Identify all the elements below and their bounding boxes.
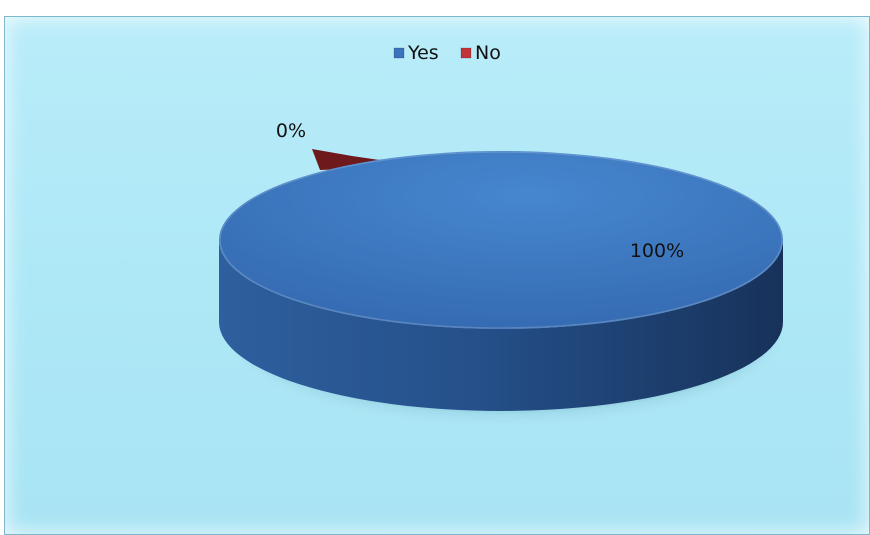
legend-swatch-yes: [393, 47, 405, 59]
chart-legend: Yes No: [393, 42, 501, 64]
pie-slice-yes-side: [219, 240, 783, 411]
data-label-no: 0%: [276, 120, 306, 142]
legend-label-yes: Yes: [407, 42, 439, 64]
legend-label-no: No: [475, 42, 501, 64]
pie-slice-yes: [219, 151, 783, 329]
legend-swatch-no: [460, 47, 472, 59]
pie-rim: [219, 151, 783, 329]
data-label-yes: 100%: [630, 240, 684, 262]
pie-plot-area: 100% 0%: [219, 120, 783, 411]
